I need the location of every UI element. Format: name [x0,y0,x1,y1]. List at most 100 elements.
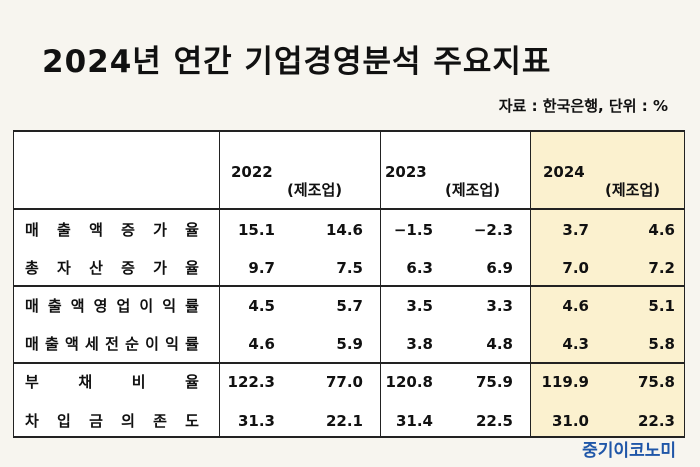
table-left-border [13,130,14,438]
col-divider-2023 [530,130,531,438]
header-bottom-border [13,208,685,210]
table-cell: 4.6 [648,221,675,239]
table-cell: 5.7 [336,297,363,315]
row-label-char: 이 [139,297,154,315]
row-label-char: 업 [116,297,131,315]
table-cell: 4.6 [562,297,589,315]
year-header-2022: 2022 [231,163,273,181]
col-divider-label [219,130,220,438]
table-cell: 31.0 [551,412,589,430]
table-cell: 3.8 [406,335,433,353]
table-cell: 22.3 [637,412,675,430]
table-cell: 6.9 [486,259,513,277]
source-note: 자료 : 한국은행, 단위 : % [498,97,668,115]
row-label-char: 출 [47,297,62,315]
table-cell: 4.8 [486,335,513,353]
row-label-char: 전 [105,335,119,353]
table-cell: 4.5 [248,297,275,315]
row-label-char: 산 [89,259,103,277]
row-label-char: 도 [185,412,199,430]
table-cell: 5.1 [648,297,675,315]
row-label-char: 증 [121,259,135,277]
col-divider-2022 [380,130,381,438]
group-divider-1 [13,285,685,287]
table-cell: 6.3 [406,259,433,277]
table-cell: 120.8 [385,373,433,391]
table-cell: 119.9 [541,373,589,391]
table-cell: 22.1 [325,412,363,430]
row-label-char: 채 [78,373,93,391]
table-cell: −1.5 [393,221,433,239]
row-label-char: 액 [65,335,79,353]
row-label-char: 비 [131,373,146,391]
table-cell: 122.3 [227,373,275,391]
row-label-char: 차 [25,412,39,430]
table-cell: 5.9 [336,335,363,353]
table-cell: 7.5 [336,259,363,277]
row-label-char: 존 [153,412,167,430]
table-right-border [684,130,685,438]
table-cell: 75.8 [637,373,675,391]
row-label-char: 부 [25,373,39,391]
row-label-char: 율 [185,221,199,239]
table-cell: 5.8 [648,335,675,353]
table-cell: 15.1 [237,221,275,239]
brand-logo: 중기이코노미 [582,441,676,461]
row-label-char: 율 [185,259,199,277]
table-cell: 3.7 [562,221,589,239]
table-top-border [13,130,685,132]
row-label-char: 가 [153,259,167,277]
highlight-2024-column [530,130,685,438]
page-title: 2024년 연간 기업경영분석 주요지표 [42,44,552,80]
row-label-char: 총 [25,259,39,277]
row-label-char: 율 [185,373,199,391]
table-cell: −2.3 [473,221,513,239]
row-label-char: 익 [162,297,177,315]
row-label-char: 자 [57,259,71,277]
table-cell: 3.3 [486,297,513,315]
row-label-char: 매 [25,335,39,353]
row-label-char: 매 [25,221,39,239]
row-label-char: 률 [185,297,199,315]
row-label-char: 액 [89,221,103,239]
table-cell: 31.4 [395,412,433,430]
mfg-header-2024: (제조업) [605,181,661,199]
table-cell: 7.0 [562,259,589,277]
table-cell: 14.6 [325,221,363,239]
mfg-header-2023: (제조업) [445,181,501,199]
table-cell: 9.7 [248,259,275,277]
row-label-char: 률 [185,335,199,353]
table-cell: 77.0 [325,373,363,391]
row-label-char: 가 [153,221,167,239]
year-header-2023: 2023 [385,163,427,181]
table-bottom-border [13,436,685,438]
table-cell: 7.2 [648,259,675,277]
row-label-char: 의 [121,412,135,430]
row-label-char: 세 [85,335,99,353]
row-label-char: 입 [57,412,71,430]
row-label-char: 출 [57,221,71,239]
row-label-char: 출 [45,335,59,353]
table-cell: 4.6 [248,335,275,353]
row-label-char: 매 [25,297,39,315]
table-cell: 3.5 [406,297,433,315]
table-cell: 31.3 [237,412,275,430]
row-label-char: 익 [165,335,179,353]
table-cell: 75.9 [475,373,513,391]
row-label-char: 증 [121,221,135,239]
row-label-char: 영 [93,297,108,315]
row-label-char: 이 [145,335,159,353]
mfg-header-2022: (제조업) [287,181,343,199]
table-cell: 22.5 [475,412,513,430]
group-divider-2 [13,362,685,364]
year-header-2024: 2024 [543,163,585,181]
row-label-char: 금 [89,412,103,430]
row-label-char: 순 [125,335,139,353]
